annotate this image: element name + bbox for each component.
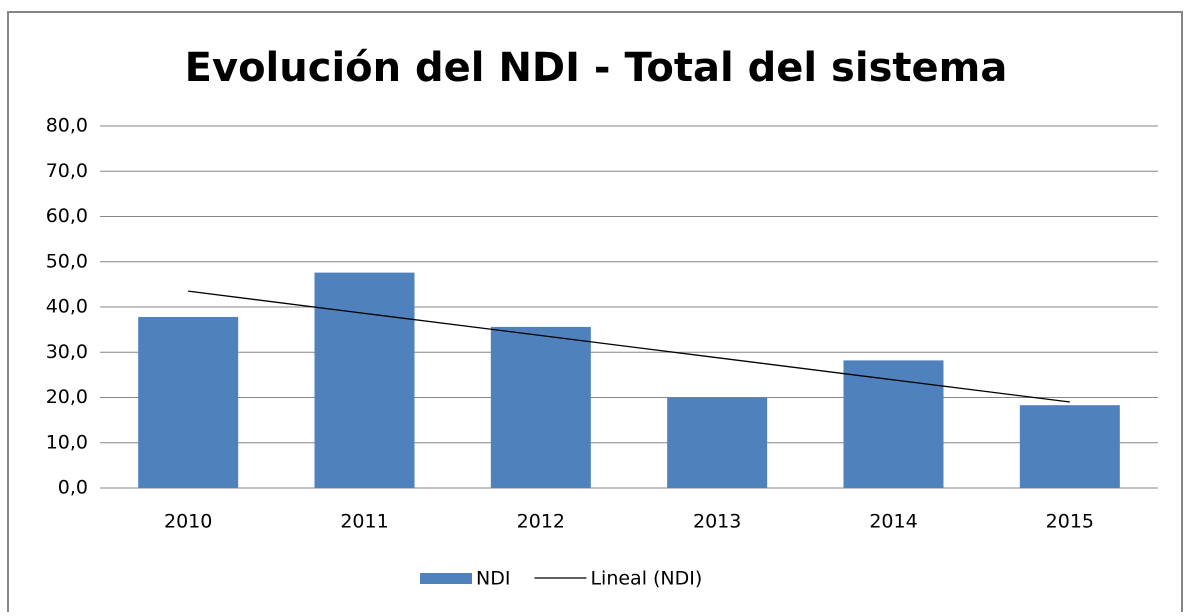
bar xyxy=(138,316,239,488)
trend-line xyxy=(188,290,1070,403)
bar xyxy=(1019,405,1120,488)
y-tick-label: 0,0 xyxy=(58,477,88,499)
y-tick-label: 40,0 xyxy=(46,296,88,318)
legend-label: NDI xyxy=(476,568,510,590)
y-tick-label: 70,0 xyxy=(46,160,88,182)
chart-frame xyxy=(7,11,1183,616)
legend-swatch xyxy=(420,573,472,584)
y-tick-label: 60,0 xyxy=(46,205,88,227)
y-tick-label: 50,0 xyxy=(46,250,88,272)
chart-title: Evolución del NDI - Total del sistema xyxy=(185,45,1008,91)
x-tick-label: 2015 xyxy=(1046,511,1094,533)
x-tick-label: 2011 xyxy=(340,511,388,533)
bar xyxy=(314,272,415,488)
bar xyxy=(843,360,944,488)
x-tick-label: 2012 xyxy=(517,511,565,533)
x-tick-label: 2014 xyxy=(869,511,917,533)
x-tick-label: 2013 xyxy=(693,511,741,533)
bar xyxy=(490,326,591,488)
y-tick-label: 80,0 xyxy=(46,115,88,137)
y-tick-label: 20,0 xyxy=(46,386,88,408)
legend-label: Lineal (NDI) xyxy=(590,568,702,590)
x-tick-label: 2010 xyxy=(164,511,212,533)
bar xyxy=(667,397,768,488)
y-tick-label: 10,0 xyxy=(46,431,88,453)
y-tick-label: 30,0 xyxy=(46,341,88,363)
